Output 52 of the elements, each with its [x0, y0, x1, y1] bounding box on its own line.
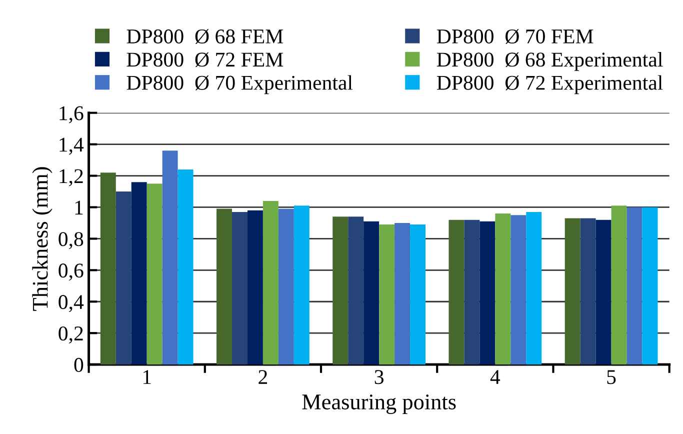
y-tick-label: 0,6	[58, 264, 84, 281]
bar	[611, 206, 627, 365]
bar	[596, 220, 612, 365]
y-axis-title: Thickness (mm)	[32, 167, 52, 311]
bar	[116, 192, 132, 365]
bar	[332, 216, 348, 365]
bar	[278, 208, 294, 365]
y-tick-label: 1,2	[60, 169, 83, 186]
bar	[294, 206, 310, 365]
legend-label: DP800 Ø 72 Experimental	[436, 75, 663, 94]
bar	[232, 212, 248, 365]
legend-label: DP800 Ø 68 Experimental	[436, 52, 663, 71]
x-axis-title: Measuring points	[302, 394, 456, 414]
bar	[216, 208, 232, 365]
bar	[526, 212, 542, 365]
bar	[100, 172, 116, 365]
bar	[626, 207, 642, 365]
bar	[480, 221, 496, 365]
bar	[262, 200, 278, 365]
bar	[580, 218, 596, 365]
bar	[146, 184, 162, 365]
bar	[247, 210, 263, 365]
legend-label: DP800 Ø 72 FEM	[126, 52, 284, 68]
x-tick-label: 5	[607, 370, 616, 384]
y-tick-label: 0,8	[58, 232, 84, 250]
bar	[364, 221, 380, 365]
legend-label: DP800 Ø 70 Experimental	[126, 75, 353, 94]
bar	[495, 214, 511, 365]
bar	[464, 220, 480, 365]
bar	[162, 150, 178, 365]
x-tick-label: 1	[143, 370, 151, 384]
bar	[394, 222, 410, 365]
legend-label: DP800 Ø 70 FEM	[436, 29, 594, 44]
y-tick-label: 1	[75, 200, 83, 214]
bar	[410, 224, 426, 365]
y-tick-label: 0	[74, 358, 84, 372]
bar	[178, 169, 194, 365]
bar	[348, 216, 364, 365]
y-tick-label: 0,4	[58, 295, 84, 312]
bar	[510, 215, 526, 365]
x-tick-label: 4	[490, 370, 500, 384]
y-tick-label: 1,6	[60, 106, 84, 124]
x-tick-label: 3	[374, 370, 384, 384]
bar	[642, 207, 658, 365]
y-tick-label: 0,2	[58, 326, 83, 344]
bar	[448, 220, 464, 365]
legend-label: DP800 Ø 68 FEM	[126, 29, 284, 44]
bar	[379, 224, 395, 365]
bar	[564, 218, 580, 365]
bar	[131, 182, 147, 365]
x-tick-label: 2	[258, 370, 268, 384]
y-tick-label: 1,4	[60, 138, 84, 155]
